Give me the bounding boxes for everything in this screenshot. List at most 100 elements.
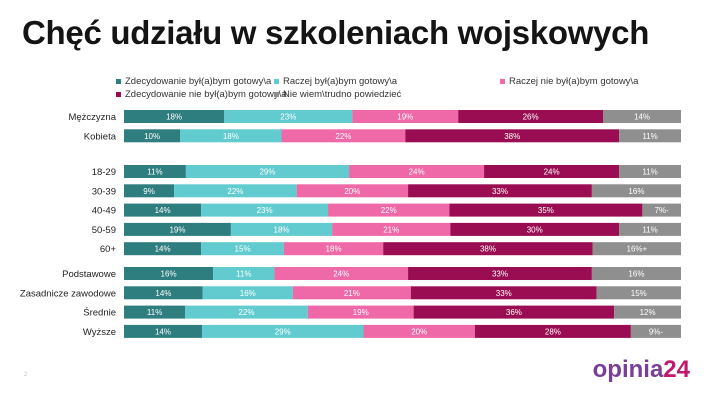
bar-segment bbox=[619, 165, 681, 178]
category-label: Zasadnicze zawodowe bbox=[20, 288, 116, 299]
category-label: Kobieta bbox=[84, 131, 117, 142]
category-label: Wyższe bbox=[83, 327, 116, 338]
data-label: 19% bbox=[397, 113, 413, 122]
category-label: 60+ bbox=[100, 244, 117, 255]
opinia24-logo: opinia24 bbox=[593, 356, 690, 384]
data-label: 21% bbox=[383, 225, 399, 234]
bar-segment bbox=[124, 203, 202, 217]
legend-item-strongly-yes: Zdecydowanie był(a)bym gotowy\a bbox=[116, 76, 271, 87]
data-label: 19% bbox=[169, 225, 185, 234]
data-label: 11% bbox=[236, 270, 251, 279]
bar-segment bbox=[307, 305, 414, 319]
data-label: 11% bbox=[642, 225, 657, 234]
legend-label: Zdecydowanie nie był(a)bym gotowy\a bbox=[125, 89, 287, 100]
bar-segment bbox=[124, 305, 186, 319]
data-label: 29% bbox=[259, 168, 275, 177]
legend-item-strongly-no: Zdecydowanie nie był(a)bym gotowy\a bbox=[116, 89, 287, 100]
bar-segment bbox=[349, 165, 485, 178]
bar-segment bbox=[174, 184, 297, 198]
page-number: 2 bbox=[24, 372, 28, 378]
legend-item-dont-know: Nie wiem\trudno powiedzieć bbox=[274, 89, 401, 100]
bar-segment bbox=[274, 267, 409, 280]
data-label: 18% bbox=[274, 225, 290, 234]
legend-label: Raczej był(a)bym gotowy\a bbox=[283, 76, 398, 87]
bar-segment bbox=[124, 324, 202, 338]
bar-segment bbox=[592, 242, 681, 256]
legend-label: Nie wiem\trudno powiedzieć bbox=[283, 89, 402, 100]
bar-segment bbox=[410, 286, 597, 300]
data-label: 36% bbox=[506, 308, 522, 317]
legend-label: Zdecydowanie był(a)bym gotowy\a bbox=[125, 76, 272, 87]
data-label: 16%+ bbox=[627, 245, 648, 254]
data-label: 30% bbox=[527, 225, 543, 234]
data-label: 18% bbox=[223, 132, 239, 141]
legend-swatch bbox=[116, 92, 121, 97]
legend-item-rather-no: Raczej nie był(a)bym gotowy\a bbox=[500, 76, 638, 87]
data-label: 24% bbox=[333, 270, 349, 279]
data-label: 16% bbox=[161, 270, 177, 279]
data-label: 14% bbox=[634, 113, 650, 122]
category-label: Mężczyzna bbox=[68, 112, 116, 123]
data-label: 38% bbox=[504, 132, 520, 141]
bar-segment bbox=[352, 110, 459, 123]
data-label: 22% bbox=[335, 132, 351, 141]
data-label: 22% bbox=[381, 206, 397, 215]
bar-segment bbox=[230, 222, 333, 236]
data-label: 23% bbox=[280, 113, 296, 122]
bar-segment bbox=[213, 267, 275, 280]
legend-swatch bbox=[116, 79, 121, 84]
data-label: 10% bbox=[144, 132, 160, 141]
legend-swatch bbox=[500, 79, 505, 84]
category-label: 40-49 bbox=[92, 206, 116, 217]
data-label: 15% bbox=[235, 245, 251, 254]
category-label: Podstawowe bbox=[62, 269, 116, 280]
bar-segment bbox=[484, 165, 620, 178]
data-label: 20% bbox=[411, 327, 427, 336]
bar-segment bbox=[180, 129, 282, 143]
bar-segment bbox=[630, 324, 681, 338]
data-label: 16% bbox=[240, 289, 256, 298]
data-label: 9% bbox=[143, 187, 155, 196]
bar-segment bbox=[596, 286, 681, 300]
data-label: 20% bbox=[344, 187, 360, 196]
logo-text: opinia bbox=[592, 356, 664, 383]
bar-segment bbox=[405, 129, 620, 143]
data-label: 16% bbox=[628, 187, 644, 196]
data-label: 28% bbox=[545, 327, 561, 336]
data-label: 33% bbox=[496, 289, 512, 298]
bar-segment bbox=[124, 110, 225, 123]
bar-segment bbox=[413, 305, 615, 319]
category-label: 18-29 bbox=[92, 167, 116, 178]
data-label: 9%- bbox=[649, 327, 664, 336]
data-label: 22% bbox=[239, 308, 255, 317]
legend-label: Raczej nie był(a)bym gotowy\a bbox=[509, 76, 639, 87]
data-label: 23% bbox=[257, 206, 273, 215]
bar-segment bbox=[124, 286, 203, 300]
bar-segment bbox=[201, 242, 284, 256]
bar-segment bbox=[449, 203, 643, 217]
category-label: 50-59 bbox=[92, 225, 116, 236]
bar-segment bbox=[185, 305, 308, 319]
chart-title: Chęć udziału w szkoleniach wojskowych bbox=[22, 14, 650, 51]
data-label: 22% bbox=[227, 187, 243, 196]
data-label: 26% bbox=[523, 113, 539, 122]
bar-segment bbox=[124, 129, 181, 143]
data-label: 29% bbox=[275, 327, 291, 336]
bar-segment bbox=[332, 222, 451, 236]
bar-segment bbox=[603, 110, 681, 123]
legend-item-rather-yes: Raczej był(a)bym gotowy\a bbox=[274, 76, 397, 87]
bar-segment bbox=[450, 222, 620, 236]
bar-segment bbox=[296, 184, 409, 198]
bar-segment bbox=[283, 242, 384, 256]
category-label: Średnie bbox=[83, 307, 116, 319]
bar-segment bbox=[408, 184, 592, 198]
data-label: 11% bbox=[642, 168, 657, 177]
bar-segment bbox=[642, 203, 681, 217]
data-label: 15% bbox=[631, 289, 647, 298]
data-label: 24% bbox=[409, 168, 425, 177]
bar-segment bbox=[619, 129, 681, 143]
data-label: 38% bbox=[480, 245, 496, 254]
bar-segment bbox=[185, 165, 350, 178]
data-label: 16% bbox=[628, 270, 644, 279]
